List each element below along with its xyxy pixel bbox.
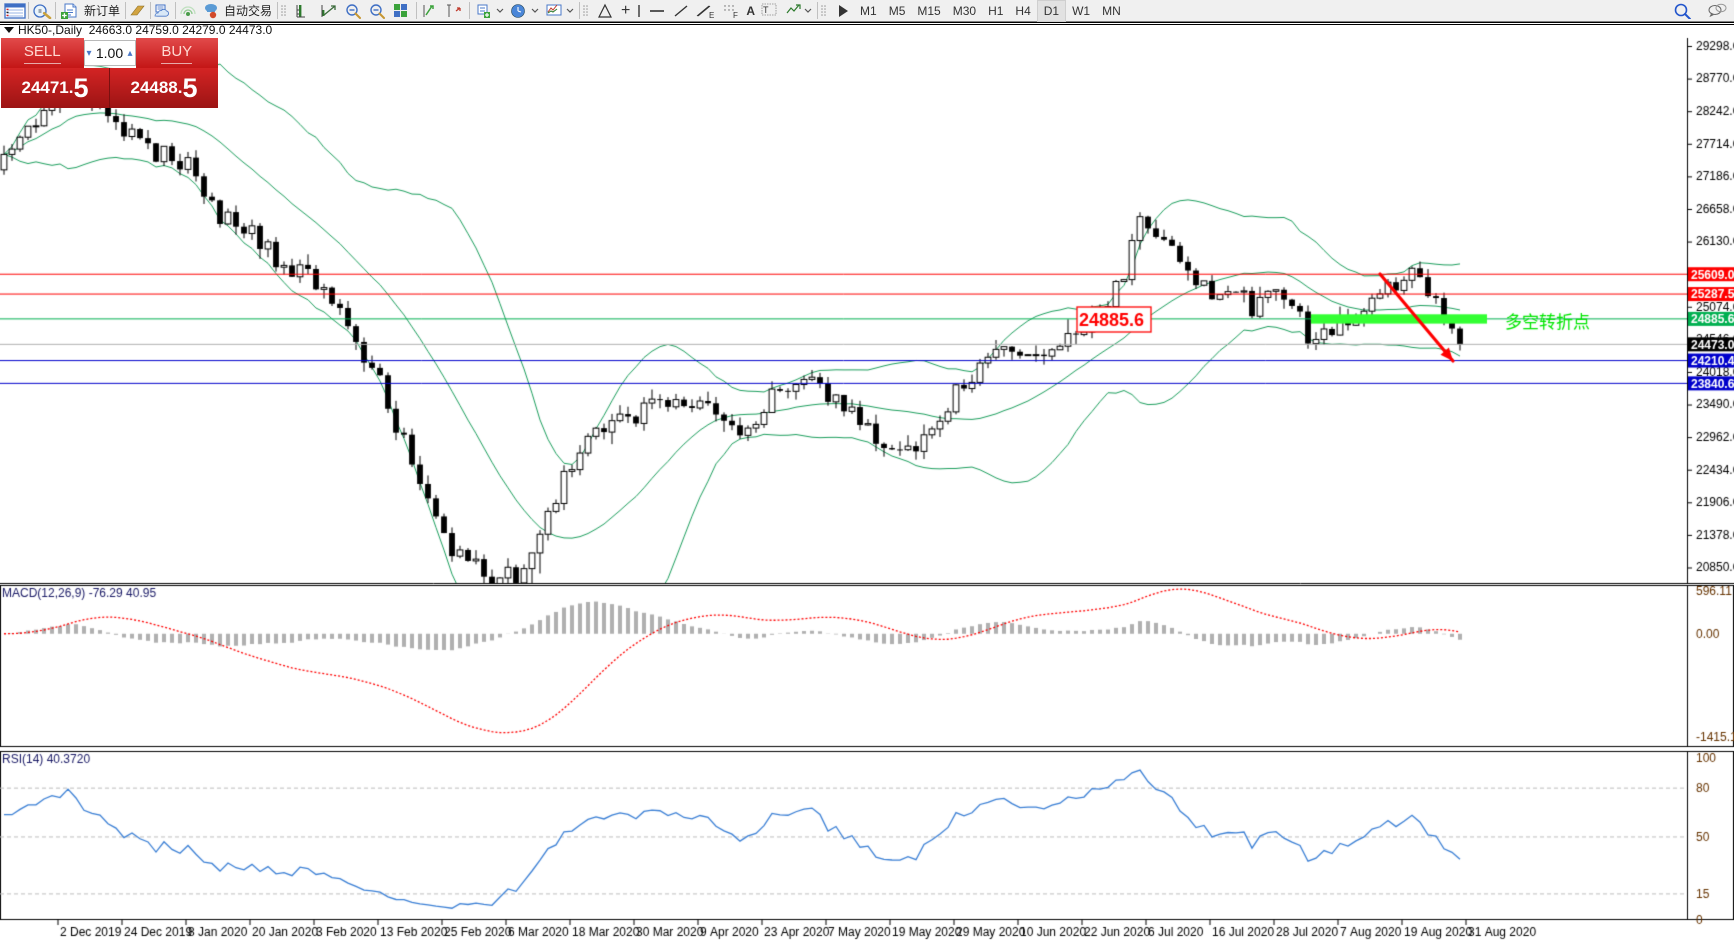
svg-text:T: T — [763, 5, 769, 15]
svg-text:E: E — [709, 11, 714, 19]
svg-text:F: F — [733, 11, 738, 19]
